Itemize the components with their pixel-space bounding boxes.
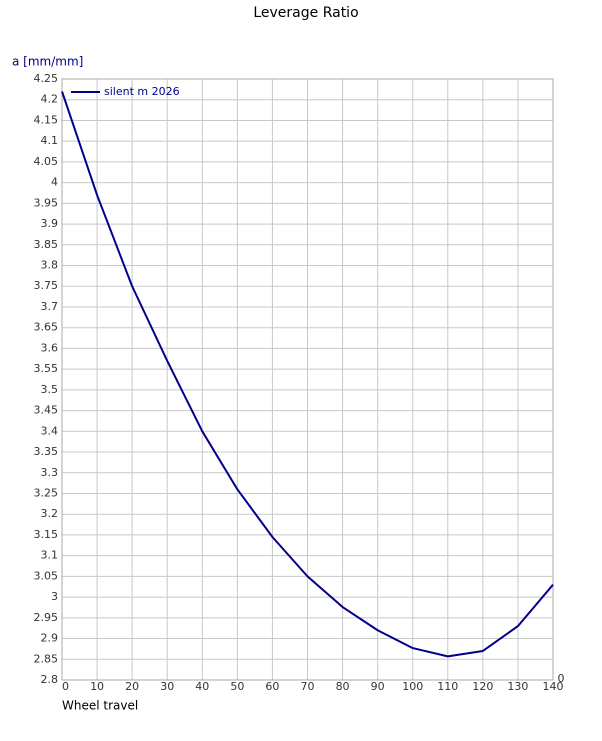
y-tick-label: 3.7 <box>41 300 59 313</box>
y-tick-label: 3.35 <box>34 445 59 458</box>
y-tick-label: 3.15 <box>34 528 59 541</box>
y-tick-label: 3.1 <box>41 549 59 562</box>
x-tick-label: 120 <box>472 680 493 693</box>
x-tick-label: 90 <box>371 680 385 693</box>
x-tick-label: 100 <box>402 680 423 693</box>
data-line <box>61 91 554 658</box>
x-tick-label: 70 <box>301 680 315 693</box>
x-tick-label: 110 <box>437 680 458 693</box>
y-tick-label: 4.05 <box>34 155 59 168</box>
y-tick-label: 3.95 <box>34 196 59 209</box>
x-tick-label: 50 <box>230 680 244 693</box>
y-tick-label: 3.5 <box>41 383 59 396</box>
y-tick-label: 4.25 <box>34 72 59 85</box>
y-tick-label: 4.15 <box>34 113 59 126</box>
x-tick-label: 140 <box>543 680 564 693</box>
y-tick-label: 2.85 <box>34 652 59 665</box>
x-tick-label: 40 <box>195 680 209 693</box>
y-tick-label: 3.9 <box>41 217 59 230</box>
plot-frame <box>61 78 554 681</box>
y-tick-label: 3.8 <box>41 259 59 272</box>
y-tick-label: 3.25 <box>34 486 59 499</box>
annotation: 0 <box>558 672 565 685</box>
y-tick-label: 3 <box>51 590 58 603</box>
y-axis-label: a [mm/mm] <box>12 55 83 69</box>
y-tick-label: 3.65 <box>34 321 59 334</box>
y-tick-label: 2.8 <box>41 673 59 686</box>
y-tick-label: 3.75 <box>34 279 59 292</box>
y-tick-label: 4.2 <box>41 93 59 106</box>
y-tick-label: 3.4 <box>41 424 59 437</box>
y-tick-label: 3.2 <box>41 507 59 520</box>
x-tick-label: 130 <box>507 680 528 693</box>
x-tick-label: 30 <box>160 680 174 693</box>
x-tick-label: 0 <box>62 680 69 693</box>
x-axis-label: Wheel travel <box>62 699 138 713</box>
y-tick-label: 3.6 <box>41 341 59 354</box>
chart-title: Leverage Ratio <box>253 5 358 21</box>
y-tick-label: 2.95 <box>34 611 59 624</box>
x-tick-label: 80 <box>336 680 350 693</box>
y-tick-label: 2.9 <box>41 632 59 645</box>
legend-label: silent m 2026 <box>104 85 180 98</box>
y-tick-label: 4.1 <box>41 134 59 147</box>
y-tick-label: 3.45 <box>34 404 59 417</box>
y-tick-label: 3.85 <box>34 238 59 251</box>
y-tick-label: 4 <box>51 176 58 189</box>
y-tick-label: 3.05 <box>34 569 59 582</box>
y-tick-label: 3.3 <box>41 466 59 479</box>
y-tick-label: 3.55 <box>34 362 59 375</box>
x-tick-label: 20 <box>125 680 139 693</box>
x-tick-label: 60 <box>265 680 279 693</box>
x-tick-label: 10 <box>90 680 104 693</box>
